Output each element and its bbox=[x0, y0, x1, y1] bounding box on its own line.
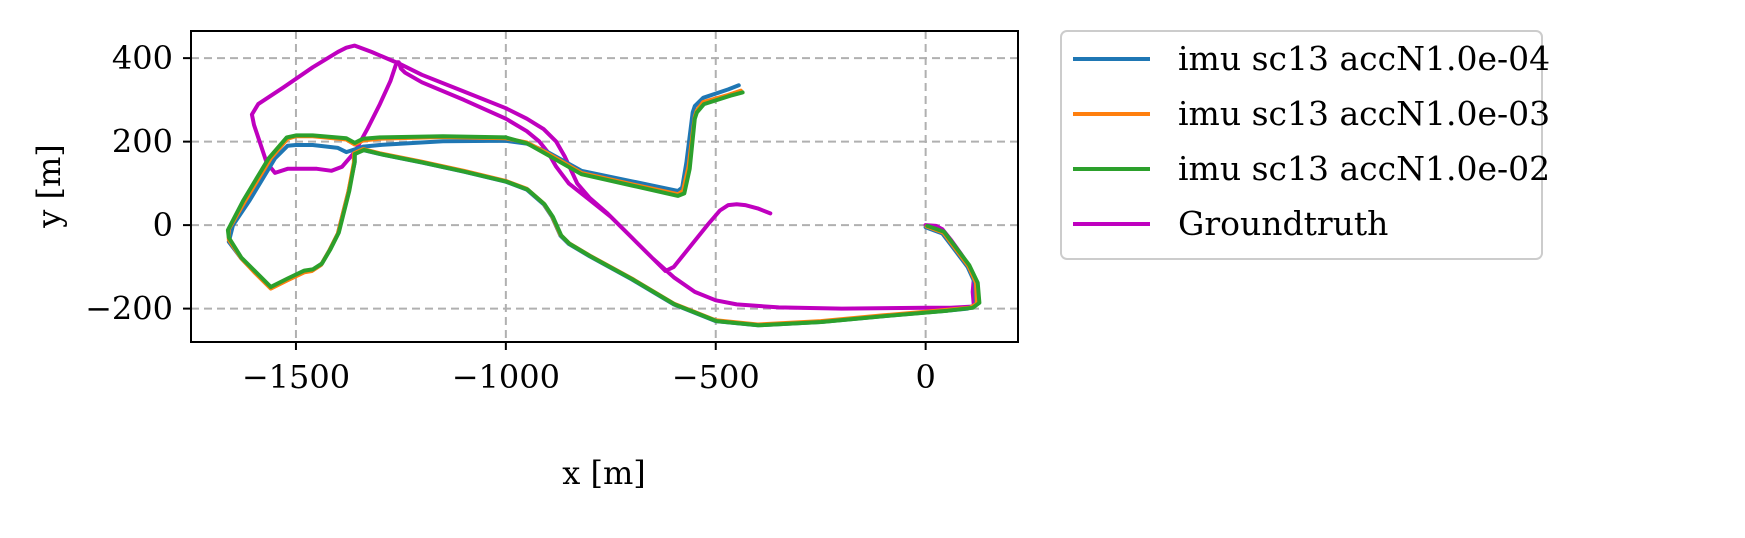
grid-lines bbox=[191, 31, 1018, 342]
series-line-2 bbox=[225, 90, 982, 328]
y-axis-label: y [m] bbox=[30, 144, 68, 229]
series-line-0 bbox=[226, 83, 978, 328]
y-tick-label: 400 bbox=[112, 39, 173, 77]
legend-label: imu sc13 accN1.0e-02 bbox=[1178, 149, 1550, 188]
x-tick-label: 0 bbox=[915, 358, 935, 396]
x-tick-label: −1000 bbox=[452, 358, 560, 396]
x-axis-label: x [m] bbox=[562, 454, 646, 492]
legend: imu sc13 accN1.0e-04 imu sc13 accN1.0e-03… bbox=[1060, 30, 1550, 260]
y-axis-ticks: −200 0 200 400 bbox=[85, 39, 191, 328]
x-axis-ticks: −1500 −1000 −500 0 bbox=[242, 342, 936, 396]
plot-area-frame bbox=[190, 30, 1019, 343]
legend-label: imu sc13 accN1.0e-03 bbox=[1178, 94, 1550, 133]
x-tick-label: −1500 bbox=[242, 358, 350, 396]
y-tick-label: −200 bbox=[85, 290, 173, 328]
series-line-3 bbox=[249, 43, 976, 311]
plot-series bbox=[225, 43, 982, 328]
x-tick-label: −500 bbox=[672, 358, 760, 396]
y-tick-label: 0 bbox=[153, 206, 173, 244]
legend-box bbox=[1060, 30, 1543, 260]
legend-label: imu sc13 accN1.0e-04 bbox=[1178, 39, 1550, 78]
legend-label: Groundtruth bbox=[1178, 204, 1388, 243]
y-tick-label: 200 bbox=[112, 123, 173, 161]
